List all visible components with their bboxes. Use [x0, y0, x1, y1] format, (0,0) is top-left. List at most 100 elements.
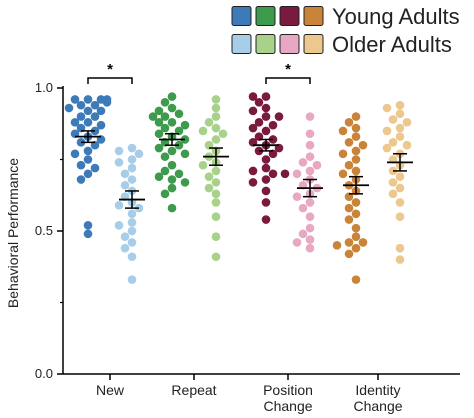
data-point: [120, 169, 130, 179]
data-point: [167, 92, 177, 101]
data-point: [90, 112, 100, 121]
data-point: [180, 149, 190, 159]
data-point: [174, 169, 184, 179]
data-point: [70, 95, 80, 104]
legend-swatch: [303, 6, 324, 26]
data-point: [395, 243, 405, 253]
data-point: [114, 220, 124, 230]
data-point: [90, 100, 100, 110]
data-point: [305, 152, 315, 161]
data-point: [388, 189, 398, 199]
data-point: [167, 118, 177, 127]
data-point: [351, 112, 361, 121]
data-point: [332, 241, 342, 250]
data-point: [218, 129, 228, 139]
data-point: [120, 180, 130, 190]
data-point: [395, 212, 405, 221]
data-point: [127, 252, 137, 262]
x-tick-label-line2: Change: [353, 398, 402, 414]
data-point: [305, 129, 315, 139]
data-point: [167, 160, 177, 170]
data-point: [204, 118, 214, 127]
data-point: [351, 198, 361, 207]
significance-star: *: [107, 61, 113, 78]
data-point: [305, 243, 315, 253]
data-point: [261, 215, 271, 224]
data-point: [274, 112, 284, 121]
legend-swatch: [279, 34, 300, 54]
data-point: [268, 169, 278, 179]
data-point: [261, 103, 271, 113]
data-point: [70, 118, 80, 127]
data-point: [351, 146, 361, 156]
x-tick-label: Position: [263, 382, 313, 398]
data-point: [154, 143, 164, 153]
data-point: [76, 160, 86, 170]
data-point: [395, 100, 405, 110]
data-point: [402, 118, 412, 127]
data-point: [305, 166, 315, 176]
data-point: [292, 192, 302, 201]
data-point: [248, 92, 258, 101]
significance-bracket: [265, 77, 311, 84]
data-point: [83, 169, 93, 179]
data-point: [180, 178, 190, 187]
data-point: [261, 163, 271, 173]
data-point: [388, 138, 398, 147]
data-point: [127, 175, 137, 184]
data-point: [160, 152, 170, 161]
data-point: [395, 255, 405, 264]
data-point: [160, 98, 170, 107]
data-point: [211, 232, 221, 242]
data-point: [160, 112, 170, 121]
data-point: [388, 115, 398, 124]
data-point: [298, 203, 308, 213]
data-point: [261, 112, 271, 121]
data-point: [358, 140, 368, 150]
data-point: [83, 95, 93, 104]
data-point: [160, 189, 170, 199]
data-point: [351, 243, 361, 253]
data-point: [211, 166, 221, 176]
data-point: [120, 232, 130, 242]
data-point: [167, 146, 177, 156]
data-point: [344, 203, 354, 213]
data-point: [358, 238, 368, 247]
data-point: [395, 172, 405, 181]
data-point: [248, 106, 258, 116]
data-point: [154, 118, 164, 127]
data-point: [114, 200, 124, 210]
data-point: [248, 123, 258, 133]
significance-star: *: [285, 61, 291, 78]
legend-swatch: [231, 34, 252, 54]
legend-entry-label: Young Adults: [332, 4, 460, 29]
data-point: [127, 155, 137, 164]
data-point: [305, 112, 315, 121]
data-point: [211, 135, 221, 144]
data-point: [204, 172, 214, 181]
data-point: [351, 166, 361, 176]
data-point: [120, 243, 130, 253]
data-point: [96, 120, 106, 130]
data-point: [395, 109, 405, 119]
data-point: [261, 126, 271, 136]
data-point: [344, 215, 354, 224]
data-point: [127, 238, 137, 247]
data-point: [64, 103, 74, 113]
data-point: [83, 220, 93, 230]
data-point: [292, 169, 302, 179]
data-point: [402, 140, 412, 150]
data-point: [167, 103, 177, 113]
data-point: [248, 166, 258, 176]
data-point: [127, 143, 137, 153]
data-point: [351, 232, 361, 242]
data-point: [351, 223, 361, 233]
data-point: [382, 103, 392, 113]
data-point: [134, 149, 144, 159]
data-point: [211, 123, 221, 133]
data-point: [395, 123, 405, 133]
data-point: [382, 143, 392, 153]
data-point: [395, 183, 405, 193]
data-point: [127, 163, 137, 173]
